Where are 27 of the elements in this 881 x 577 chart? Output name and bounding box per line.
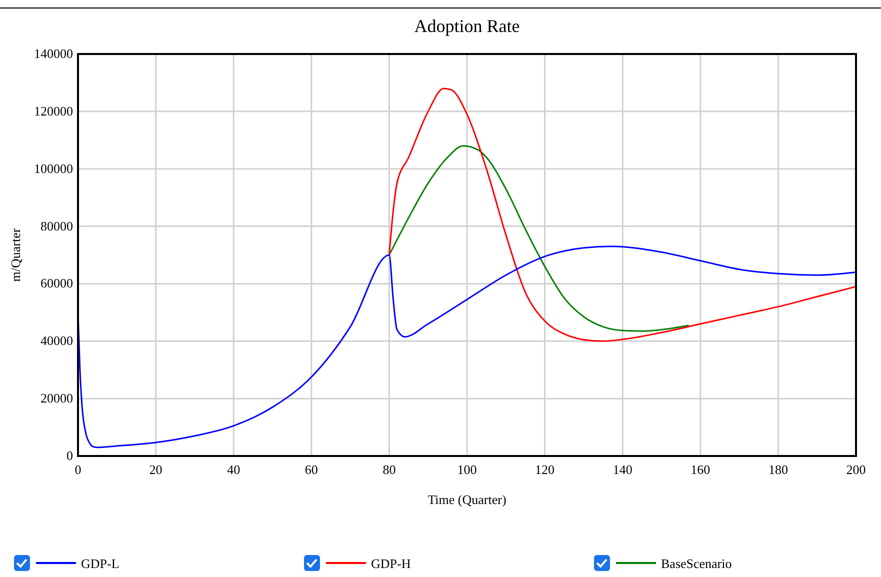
- y-tick-label: 0: [66, 448, 73, 463]
- line-series: [388, 145, 690, 332]
- x-tick-label: 200: [846, 462, 866, 477]
- x-tick-label: 80: [382, 462, 396, 477]
- y-axis-title: m/Quarter: [8, 228, 23, 282]
- y-tick-label: 20000: [40, 390, 73, 406]
- legend-label: GDP-H: [371, 556, 411, 571]
- line-series: [388, 88, 857, 342]
- x-tick-label: 100: [457, 462, 477, 477]
- x-tick-label: 140: [612, 462, 632, 477]
- y-tick-label: 100000: [34, 160, 73, 176]
- y-tick-label: 120000: [34, 103, 73, 118]
- x-tick-label: 160: [690, 462, 710, 477]
- x-tick-label: 40: [227, 462, 240, 477]
- x-tick-label: 20: [149, 462, 162, 477]
- y-tick-label: 60000: [40, 276, 73, 291]
- y-tick-label: 40000: [40, 333, 73, 348]
- chart-title: Adoption Rate: [414, 16, 520, 36]
- y-tick-label: 80000: [40, 218, 73, 234]
- legend-label: BaseScenario: [661, 556, 732, 571]
- legend-label: GDP-L: [81, 556, 120, 571]
- line-series: [77, 246, 857, 448]
- x-tick-label: 60: [304, 462, 318, 477]
- x-tick-label: 120: [535, 462, 555, 477]
- x-tick-label: 180: [768, 462, 788, 477]
- x-axis-title: Time (Quarter): [428, 492, 506, 507]
- y-tick-label: 140000: [34, 46, 73, 61]
